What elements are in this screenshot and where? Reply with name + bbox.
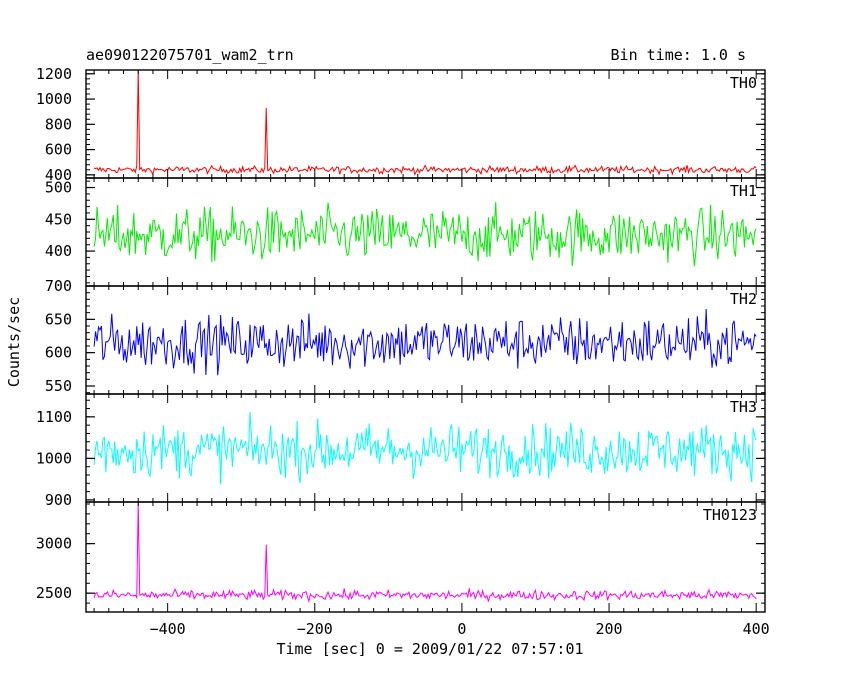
bin-time-label: Bin time: 1.0 s <box>611 46 746 64</box>
panel-label-th2: TH2 <box>730 290 757 308</box>
y-axis-label: Counts/sec <box>5 297 23 387</box>
y-tick-label: 400 <box>45 242 72 260</box>
y-tick-label: 600 <box>45 344 72 362</box>
y-tick-label: 1200 <box>36 65 72 83</box>
y-tick-label: 550 <box>45 377 72 395</box>
panel-label-th3: TH3 <box>730 398 757 416</box>
series-line-th3 <box>93 412 757 485</box>
series-line-th0123 <box>93 502 757 604</box>
y-tick-label: 700 <box>45 277 72 295</box>
series-line-th0 <box>93 70 757 176</box>
series-line-th2 <box>93 308 757 376</box>
y-tick-label: 450 <box>45 210 72 228</box>
x-axis-label: Time [sec] 0 = 2009/01/22 07:57:01 <box>276 640 583 658</box>
y-tick-label: 2500 <box>36 584 72 602</box>
x-tick-label: −200 <box>297 620 333 638</box>
y-tick-label: 500 <box>45 179 72 197</box>
panel-frame-th0123 <box>85 501 766 613</box>
y-tick-label: 1000 <box>36 449 72 467</box>
x-tick-label: 0 <box>457 620 466 638</box>
y-tick-label: 900 <box>45 491 72 509</box>
panel-label-th0123: TH0123 <box>703 506 757 524</box>
x-tick-label: 400 <box>743 620 770 638</box>
chart-title: ae090122075701_wam2_trn <box>86 46 294 64</box>
y-tick-label: 650 <box>45 310 72 328</box>
panel-label-th0: TH0 <box>730 74 757 92</box>
panel-frame-th3 <box>85 393 766 503</box>
y-tick-label: 3000 <box>36 535 72 553</box>
y-tick-label: 1000 <box>36 90 72 108</box>
panel-frame-th1 <box>85 177 766 287</box>
x-tick-label: 200 <box>595 620 622 638</box>
y-tick-label: 1100 <box>36 408 72 426</box>
panel-frame-th2 <box>85 285 766 395</box>
panel-frame-th0 <box>85 69 766 179</box>
y-tick-label: 800 <box>45 115 72 133</box>
panel-label-th1: TH1 <box>730 182 757 200</box>
panels-group: TH0 400 600 800 1000 1200 TH1 400 450 500 TH2 550 60… <box>36 65 770 638</box>
y-tick-label: 600 <box>45 141 72 159</box>
series-line-th1 <box>93 201 757 267</box>
y-tick-label: 400 <box>45 166 72 184</box>
x-tick-label: −400 <box>150 620 186 638</box>
